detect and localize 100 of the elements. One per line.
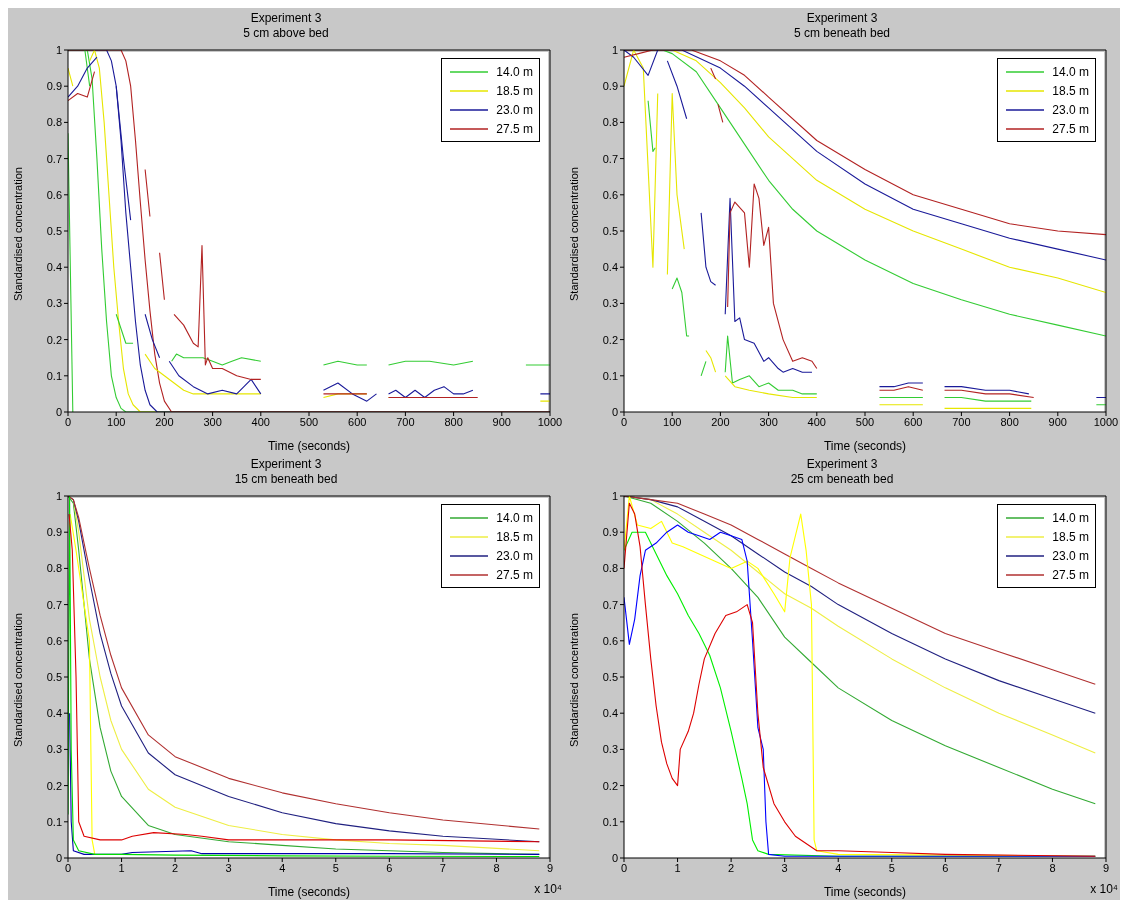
x-tick-label: 500 [299,415,319,428]
x-tick-label: 500 [855,415,875,428]
y-tick-label: 0.3 [602,297,618,310]
y-tick-label: 0.9 [46,526,62,539]
y-tick-label: 0.5 [46,224,62,237]
x-tick-label: 200 [711,415,730,428]
x-tick-label: 4 [835,861,842,874]
legend-label: 27.5 m [496,121,533,136]
x-tick-label: 400 [807,415,826,428]
legend-label: 27.5 m [1052,121,1089,136]
y-tick-label: 0.6 [602,634,618,647]
y-tick-label: 1 [611,489,618,502]
x-tick-label: 300 [759,415,778,428]
x-axis-title: Time (seconds) [267,885,351,899]
x-tick-label: 5 [888,861,895,874]
x-tick-label: 7 [439,861,446,874]
legend-label: 14.0 m [1052,510,1089,525]
y-tick-label: 0.5 [602,224,618,237]
text: x 10⁴ [534,882,562,896]
y-tick-label: 0.7 [46,152,62,165]
x-tick-label: 9 [1102,861,1110,874]
x-tick-label: 1000 [1093,415,1119,428]
y-tick-label: 0.8 [602,116,618,129]
x-tick-label: 700 [952,415,971,428]
chart-title: Experiment 3 [806,11,878,25]
legend-label: 18.5 m [1052,83,1089,98]
y-tick-label: 0.5 [602,670,618,683]
legend-label: 23.0 m [496,548,533,563]
y-tick-label: 0.1 [602,815,618,828]
y-tick-label: 0.7 [602,598,618,611]
y-tick-label: 0.8 [46,562,62,575]
x-tick-label: 3 [225,861,232,874]
x-axis-title: Time (seconds) [267,439,351,453]
chart-title: Experiment 3 [250,457,322,471]
x-tick-label: 600 [904,415,923,428]
y-tick-label: 0.8 [602,562,618,575]
x-tick-label: 0 [620,415,628,428]
legend-label: 18.5 m [496,83,533,98]
y-tick-label: 0.3 [602,743,618,756]
x-tick-label: 0 [64,861,72,874]
x-tick-label: 4 [279,861,286,874]
legend-label: 23.0 m [1052,102,1089,117]
y-tick-label: 0 [55,851,62,864]
legend-label: 18.5 m [1052,529,1089,544]
y-tick-label: 0.1 [602,369,618,382]
y-axis-title: Standardised concentration [567,613,580,747]
x-tick-label: 0 [620,861,628,874]
y-tick-label: 0 [611,851,618,864]
y-tick-label: 0.6 [46,634,62,647]
chart-subtitle: 5 cm above bed [243,26,329,40]
y-tick-label: 0.5 [46,670,62,683]
chart-subtitle: 25 cm beneath bed [790,472,894,486]
y-tick-label: 0.4 [46,261,62,274]
y-tick-label: 1 [611,43,618,56]
x-tick-label: 0 [64,415,72,428]
y-tick-label: 0.9 [602,526,618,539]
y-tick-label: 0.7 [602,152,618,165]
y-axis-title: Standardised concentration [11,613,24,747]
y-tick-label: 0.6 [46,188,62,201]
x-tick-label: 800 [444,415,463,428]
chart-subtitle: 15 cm beneath bed [234,472,338,486]
x-tick-label: 1 [674,861,681,874]
x-tick-label: 1000 [537,415,563,428]
x-tick-label: 8 [493,861,500,874]
legend-label: 18.5 m [496,529,533,544]
x-tick-label: 3 [781,861,788,874]
y-tick-label: 0.4 [46,707,62,720]
legend-label: 14.0 m [496,510,533,525]
y-tick-label: 0.3 [46,297,62,310]
x-tick-label: 900 [1048,415,1067,428]
chart-subtitle: 5 cm beneath bed [793,26,891,40]
y-tick-label: 0.4 [602,707,618,720]
y-tick-label: 0.8 [46,116,62,129]
chart-title: Experiment 3 [806,457,878,471]
legend-label: 27.5 m [1052,567,1089,582]
x-tick-label: 2 [172,861,179,874]
y-tick-label: 1 [55,43,62,56]
legend-label: 27.5 m [496,567,533,582]
y-tick-label: 0.2 [46,779,62,792]
y-axis-title: Standardised concentration [567,167,580,301]
x-tick-label: 1 [118,861,125,874]
y-tick-label: 1 [55,489,62,502]
y-tick-label: 0.2 [46,333,62,346]
x-axis-title: Time (seconds) [823,439,907,453]
x-tick-label: 6 [942,861,949,874]
text: x 10⁴ [1090,882,1118,896]
x-tick-label: 800 [1000,415,1019,428]
x-tick-label: 100 [107,415,126,428]
x-tick-label: 200 [155,415,174,428]
chart-title: Experiment 3 [250,11,322,25]
legend-label: 23.0 m [1052,548,1089,563]
y-tick-label: 0 [611,405,618,418]
y-tick-label: 0.2 [602,333,618,346]
x-tick-label: 600 [348,415,367,428]
y-tick-label: 0 [55,405,62,418]
legend-label: 23.0 m [496,102,533,117]
y-tick-label: 0.9 [46,80,62,93]
x-tick-label: 400 [251,415,270,428]
x-tick-label: 8 [1049,861,1056,874]
x-tick-label: 300 [203,415,222,428]
